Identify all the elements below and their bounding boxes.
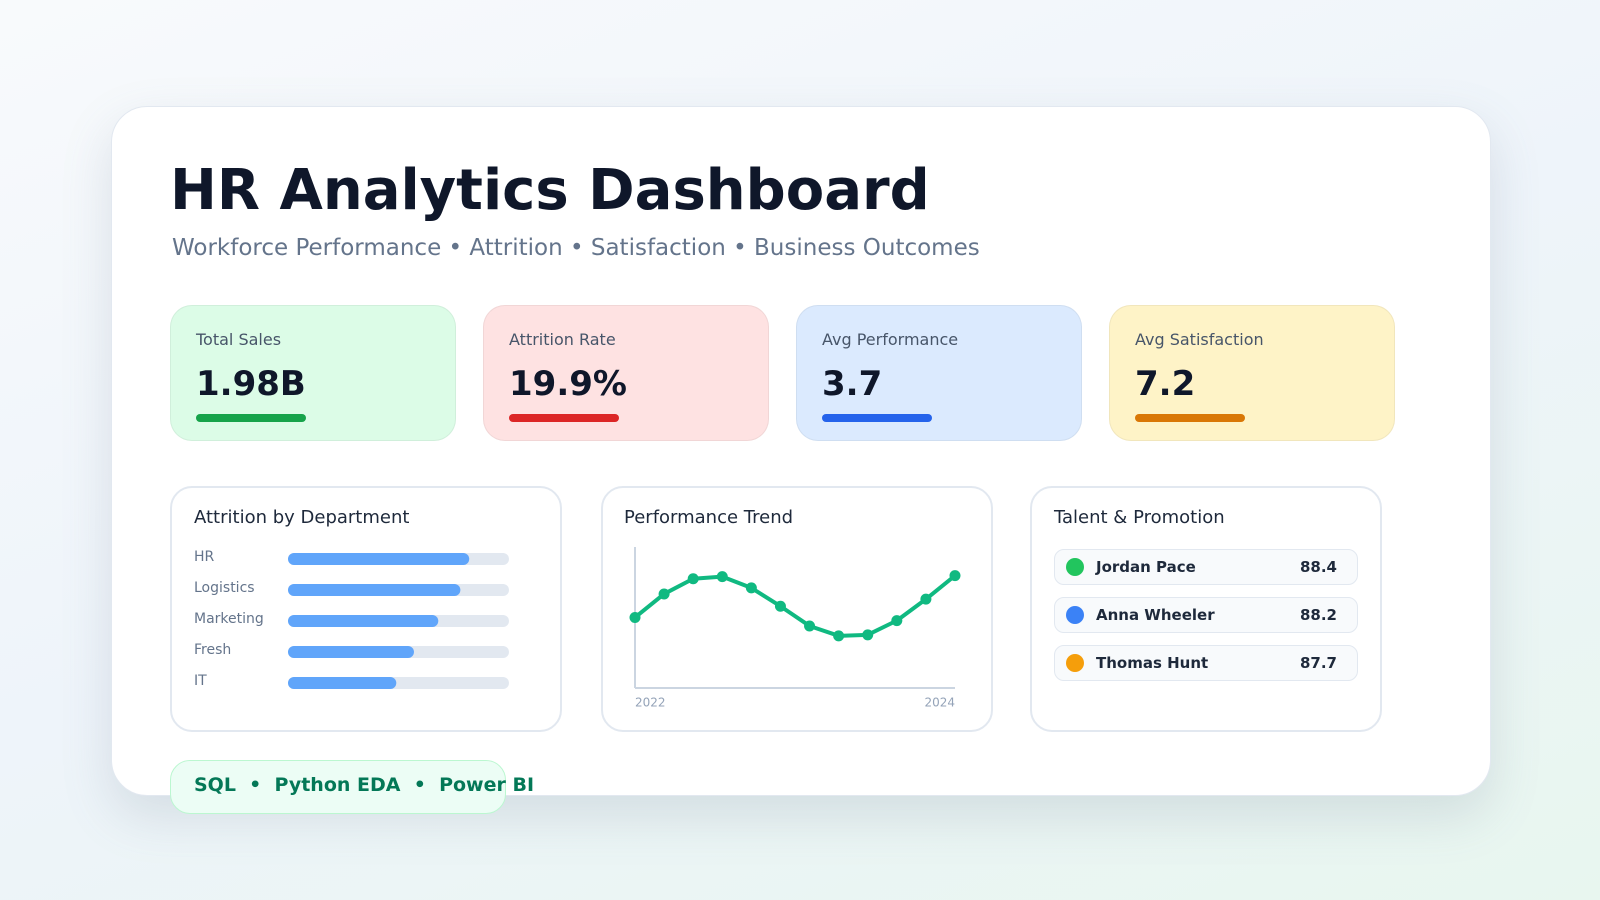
- trend-point: [862, 629, 874, 641]
- kpi-label: Total Sales: [196, 330, 282, 349]
- x-tick-label: 2022: [635, 696, 666, 710]
- talent-row: Thomas Hunt 87.7: [1054, 645, 1358, 681]
- talent-name: Jordan Pace: [1096, 558, 1196, 576]
- status-dot: [1066, 606, 1084, 624]
- bar-label: Marketing: [194, 611, 264, 627]
- kpi-value: 3.7: [822, 364, 883, 404]
- trend-point: [891, 615, 903, 627]
- attrition-panel: [170, 486, 562, 732]
- panel-title: Performance Trend: [624, 507, 794, 528]
- bar-label: Logistics: [194, 580, 255, 596]
- bar: [288, 677, 397, 689]
- panel-title: Talent & Promotion: [1054, 507, 1225, 528]
- trend-point: [658, 588, 670, 600]
- trend-panel: [601, 486, 993, 732]
- kpi-card: Attrition Rate 19.9%: [483, 305, 769, 441]
- trend-point: [687, 573, 699, 585]
- kpi-label: Avg Satisfaction: [1135, 330, 1264, 349]
- bar-label: Fresh: [194, 642, 231, 658]
- kpi-accent: [196, 414, 306, 422]
- status-dot: [1066, 558, 1084, 576]
- trend-point: [745, 582, 757, 594]
- kpi-value: 1.98B: [196, 364, 306, 404]
- kpi-card: Avg Satisfaction 7.2: [1109, 305, 1395, 441]
- talent-row: Jordan Pace 88.4: [1054, 549, 1358, 585]
- status-dot: [1066, 654, 1084, 672]
- title: HR Analytics Dashboard: [170, 158, 930, 223]
- bar: [288, 584, 461, 596]
- bar-label: IT: [194, 673, 207, 689]
- trend-point: [774, 600, 786, 612]
- trend-point: [920, 593, 932, 605]
- kpi-card: Avg Performance 3.7: [796, 305, 1082, 441]
- talent-score: 88.2: [1299, 606, 1337, 624]
- talent-name: Anna Wheeler: [1096, 606, 1215, 624]
- trend-point: [629, 612, 641, 623]
- kpi-value: 7.2: [1135, 364, 1196, 404]
- talent-score: 87.7: [1299, 654, 1337, 672]
- trend-point: [804, 620, 816, 632]
- bar: [288, 553, 470, 565]
- bar: [288, 615, 439, 627]
- trend-point: [716, 571, 728, 583]
- kpi-accent: [509, 414, 619, 422]
- talent-name: Thomas Hunt: [1096, 654, 1209, 672]
- subtitle: Workforce Performance • Attrition • Sati…: [172, 235, 980, 261]
- x-tick-label: 2024: [924, 696, 955, 710]
- bar-label: HR: [194, 549, 215, 565]
- kpi-accent: [1135, 414, 1245, 422]
- trend-point: [949, 570, 961, 582]
- talent-score: 88.4: [1299, 558, 1337, 576]
- panel-title: Attrition by Department: [194, 507, 410, 528]
- tools-pill: [170, 760, 506, 814]
- kpi-label: Attrition Rate: [509, 330, 616, 349]
- kpi-card: Total Sales 1.98B: [170, 305, 456, 441]
- tools-text: SQL • Python EDA • Power BI: [194, 774, 535, 796]
- kpi-value: 19.9%: [509, 364, 627, 404]
- kpi-label: Avg Performance: [822, 330, 959, 349]
- trend-point: [833, 630, 845, 642]
- bar: [288, 646, 414, 658]
- talent-row: Anna Wheeler 88.2: [1054, 597, 1358, 633]
- trend-line: [633, 574, 957, 638]
- kpi-accent: [822, 414, 932, 422]
